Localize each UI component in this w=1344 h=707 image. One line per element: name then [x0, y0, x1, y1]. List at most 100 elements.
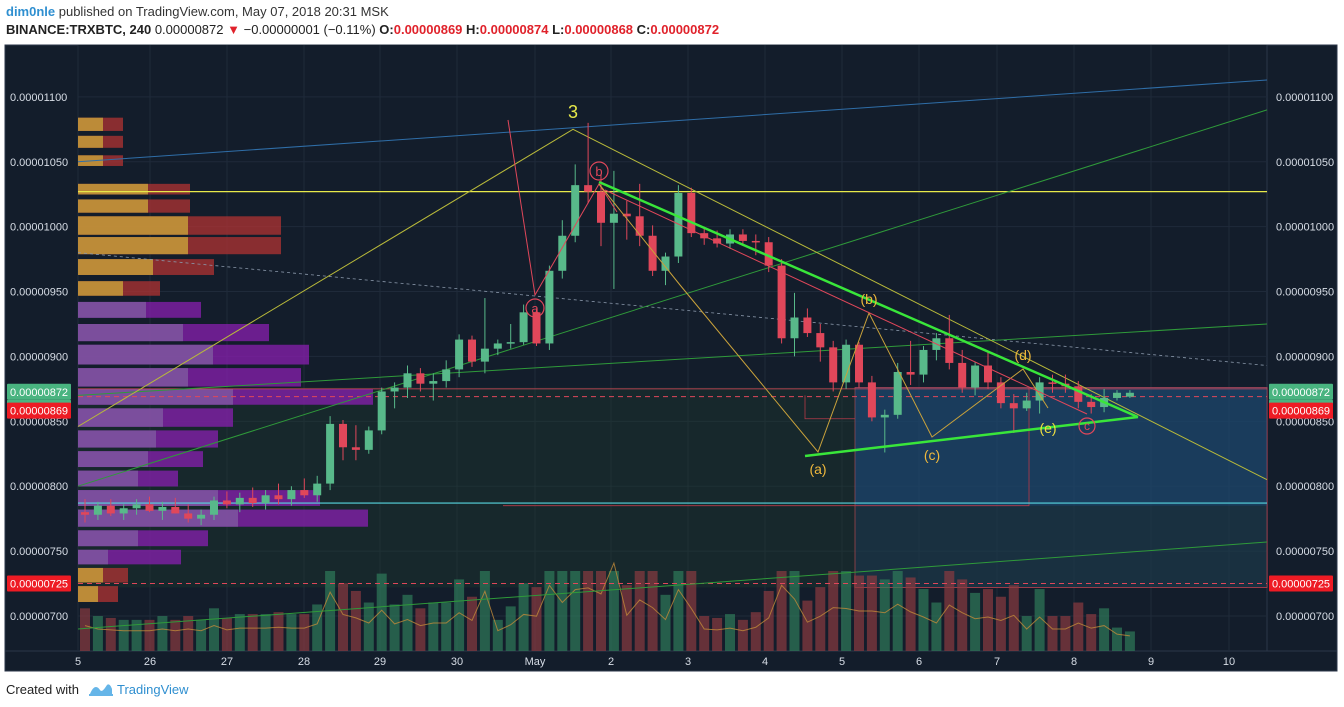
candle — [93, 501, 102, 520]
volume-profile — [78, 117, 373, 602]
volume-bar — [80, 608, 90, 651]
x-tick-label: 27 — [221, 656, 233, 668]
candle-body — [532, 312, 541, 344]
wave-labels: 3 b a (b) (a) (c) (d) (e) c — [525, 102, 1096, 477]
profile-bar-buy — [78, 183, 148, 195]
badge-target-price-left-bg — [7, 575, 71, 592]
low-value: 0.00000868 — [564, 22, 634, 37]
published-text: published on TradingView.com, May 07, 20… — [55, 4, 389, 19]
candle-body — [274, 495, 283, 500]
candle — [493, 339, 502, 356]
badge-open-price-left-bg — [7, 402, 71, 419]
candle-body — [210, 500, 218, 515]
candle-body — [145, 504, 154, 511]
profile-bar-buy — [78, 567, 103, 583]
x-tick-label: 6 — [916, 656, 922, 668]
candle — [855, 342, 863, 388]
volume-bar — [1124, 631, 1135, 651]
grid — [4, 44, 1338, 672]
support-zone — [78, 387, 1267, 588]
candle-body — [493, 343, 502, 349]
x-tick-label: May — [525, 656, 546, 668]
volume-bar — [944, 571, 955, 651]
volume-bar — [608, 571, 619, 651]
candle-body — [945, 338, 954, 363]
candle-body — [1087, 401, 1096, 408]
candle-body — [855, 344, 863, 383]
volume-bar — [338, 583, 348, 651]
volume-bar — [441, 602, 452, 651]
candle-body — [390, 387, 399, 392]
x-tick-label: 29 — [374, 656, 386, 668]
candle — [429, 373, 438, 401]
candle-body — [597, 191, 605, 223]
candle — [455, 334, 464, 378]
candle-body — [661, 256, 670, 271]
volume-bar — [699, 616, 710, 651]
candle-body — [1125, 392, 1134, 397]
volume-bar — [750, 612, 761, 651]
volume-bar — [131, 619, 142, 651]
profile-bar-buy — [78, 586, 98, 602]
zones — [78, 387, 1268, 588]
candle — [687, 187, 696, 238]
x-tick-label: 26 — [144, 656, 156, 668]
time-axis[interactable]: 5 26 27 28 29 30 May 2 3 4 5 6 7 8 9 10 — [75, 656, 1235, 668]
volume-bar — [376, 573, 387, 651]
candle-body — [455, 339, 464, 370]
tradingview-logo-icon — [89, 684, 113, 696]
bottom-axis-box — [4, 650, 1338, 672]
tradingview-link[interactable]: TradingView — [117, 682, 189, 697]
wave-label-wc: (c) — [924, 447, 940, 463]
y-tick-label-right: 0.00000800 — [1276, 481, 1334, 493]
price-axis[interactable]: 0.00000700 0.00000700 0.00000750 0.00000750… — [10, 92, 1334, 623]
wave-label-wa: (a) — [809, 461, 826, 477]
blue-channel-line — [77, 79, 1268, 163]
volume-bar — [583, 571, 594, 651]
volume-bar — [854, 575, 864, 651]
profile-bar-buy — [78, 451, 148, 468]
candle-body — [158, 506, 167, 511]
volume-bar — [776, 571, 787, 651]
volume-bar — [312, 604, 323, 651]
volume-bar — [789, 571, 800, 651]
volume-bars — [80, 561, 1135, 651]
volume-bar — [234, 614, 245, 651]
candle-body — [803, 317, 812, 334]
candle-body — [339, 423, 347, 448]
profile-bar-buy — [78, 388, 233, 405]
candle — [158, 501, 167, 520]
volume-bar — [802, 600, 813, 651]
candle-body — [829, 347, 838, 383]
candle — [571, 164, 580, 243]
y-tick-label-left: 0.00000750 — [10, 546, 68, 558]
red-trend-line — [604, 189, 1088, 415]
profile-bar-buy — [78, 509, 238, 527]
candle-body — [1113, 392, 1121, 398]
volume-bar — [92, 616, 103, 651]
volume-bar — [905, 577, 916, 651]
price-chart[interactable]: 3 b a (b) (a) (c) (d) (e) c 0.00000700 0.… — [0, 40, 1344, 675]
badge-last-price-left: 0.00000872 — [10, 387, 68, 399]
profile-bar-buy — [78, 344, 213, 365]
candle-body — [287, 490, 296, 500]
candle-body — [106, 505, 115, 514]
candle-body — [519, 312, 528, 343]
volume-bar — [479, 571, 490, 651]
profile-bar-buy — [78, 199, 148, 213]
y-tick-label-left: 0.00001100 — [10, 92, 67, 104]
y-tick-label-left: 0.00000700 — [10, 611, 68, 623]
candle-body — [248, 497, 257, 504]
candle — [777, 259, 786, 344]
candle — [106, 499, 115, 517]
volume-bar — [1047, 616, 1058, 651]
profile-bar-buy — [78, 117, 103, 131]
wave-label-b: b — [595, 164, 602, 179]
author-name[interactable]: dim0nle — [6, 4, 56, 19]
x-tick-label: 30 — [451, 656, 463, 668]
candle-body — [751, 240, 760, 243]
x-tick-label: 5 — [839, 656, 845, 668]
volume-bar — [970, 592, 981, 651]
candle — [222, 491, 231, 509]
volume-bar — [1008, 585, 1019, 651]
